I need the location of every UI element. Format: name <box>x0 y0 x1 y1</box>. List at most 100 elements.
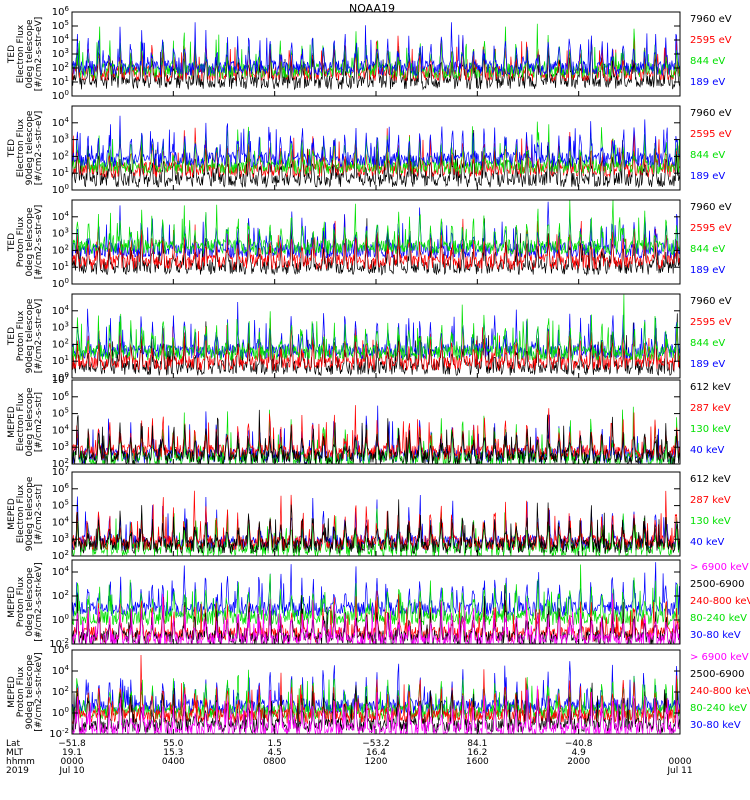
y-axis-label: [#/cm2-s-str-eV] <box>34 17 44 92</box>
y-tick-label: 107 <box>52 373 69 386</box>
y-tick-label: 105 <box>52 19 69 32</box>
legend-label-2595-ev: 2595 eV <box>690 317 732 328</box>
y-axis-label: Proton Flux <box>16 310 26 361</box>
panel-5: 102 103 104 105 106 107 MEPED Electron Flux 0deg… <box>7 373 731 470</box>
legend-label-287-kev: 287 keV <box>690 495 731 506</box>
legend-label-612-kev: 612 keV <box>690 382 731 393</box>
x-tick-label: 0000 <box>61 757 84 767</box>
y-axis-label: 0deg telescope <box>25 567 35 637</box>
x-tick-label: 0000 <box>669 757 692 767</box>
legend-label-287-kev: 287 keV <box>690 403 731 414</box>
y-tick-label: 100 <box>52 613 69 626</box>
y-tick-label: 103 <box>52 227 69 240</box>
x-tick-label: 1200 <box>365 757 388 767</box>
y-tick-label: 103 <box>52 440 69 453</box>
legend-label-40-kev: 40 keV <box>690 537 724 548</box>
y-tick-label: 102 <box>52 589 69 602</box>
y-tick-label: 102 <box>52 61 69 74</box>
legend-label-7960-ev: 7960 eV <box>690 202 732 213</box>
y-axis-label: 0deg telescope <box>25 207 35 277</box>
x-row-label: Lat <box>6 739 21 749</box>
y-tick-label: 106 <box>52 643 70 656</box>
y-tick-label: 105 <box>52 407 69 420</box>
x-tick-label: 19.1 <box>62 748 82 758</box>
y-axis-label: TED <box>7 327 17 346</box>
y-tick-label: 101 <box>52 75 69 88</box>
legend-label-40-kev: 40 keV <box>690 445 724 456</box>
y-tick-label: 104 <box>52 565 70 578</box>
series-line-30-80-kev <box>72 562 680 618</box>
y-tick-label: 100 <box>52 371 69 384</box>
y-axis-label: [#/cm2-s-str-keV] <box>34 652 44 731</box>
legend-label-6900-kev: > 6900 keV <box>690 562 749 573</box>
y-tick-label: 104 <box>52 304 70 317</box>
y-tick-label: 101 <box>52 166 69 179</box>
x-tick-label: 4.9 <box>572 748 587 758</box>
legend-label-7960-ev: 7960 eV <box>690 14 732 25</box>
y-axis-label: [#/cm2-s-str-eV] <box>34 299 44 374</box>
legend-label-7960-ev: 7960 eV <box>690 296 732 307</box>
y-tick-label: 106 <box>52 482 70 495</box>
y-tick-label: 102 <box>52 685 69 698</box>
y-axis-label: Proton Flux <box>16 216 26 267</box>
legend-label-844-ev: 844 eV <box>690 244 725 255</box>
y-tick-label: 103 <box>52 47 69 60</box>
legend-label-2595-ev: 2595 eV <box>690 129 732 140</box>
y-tick-label: 104 <box>52 423 70 436</box>
y-tick-label: 100 <box>52 183 69 196</box>
legend-label-6900-kev: > 6900 keV <box>690 652 749 663</box>
series-line-844-ev <box>72 294 680 362</box>
y-tick-label: 102 <box>52 549 69 562</box>
y-tick-label: 100 <box>52 89 69 102</box>
series-line-7960-ev <box>72 129 680 189</box>
y-tick-label: 102 <box>52 337 69 350</box>
legend-label-130-kev: 130 keV <box>690 516 731 527</box>
y-axis-label: 0deg telescope <box>25 19 35 89</box>
legend-label-189-ev: 189 eV <box>690 77 725 88</box>
legend-label-80-240-kev: 80-240 keV <box>690 613 747 624</box>
legend-label-2500-6900: 2500-6900 <box>690 669 745 680</box>
series-line-240-800-kev <box>72 654 680 725</box>
x-row-label: 2019 <box>6 766 29 776</box>
y-axis-label: [#/cm2-s-str] <box>34 392 44 452</box>
y-tick-label: 104 <box>52 116 70 129</box>
x-tick-label: 15.3 <box>163 748 183 758</box>
panel-6: 102 103 104 105 106 107 MEPED Electron Flux 90de… <box>7 465 731 562</box>
series-line-844-ev <box>72 23 680 80</box>
y-axis-label: 0deg telescope <box>25 387 35 457</box>
y-axis-label: Electron Flux <box>16 484 26 543</box>
y-axis-label: Electron Flux <box>16 392 26 451</box>
legend-label-844-ev: 844 eV <box>690 150 725 161</box>
y-axis-label: [#/cm2-s-str-eV] <box>34 205 44 280</box>
x-tick-label: 84.1 <box>467 739 487 749</box>
legend-label-2595-ev: 2595 eV <box>690 35 732 46</box>
y-tick-label: 104 <box>52 515 70 528</box>
chart-title: NOAA19 <box>349 2 395 15</box>
y-axis-label: TED <box>7 233 17 252</box>
y-axis-label: TED <box>7 139 17 158</box>
y-tick-label: 102 <box>52 149 69 162</box>
panel-2: 100 101 102 103 104 TED Electron Flux 90deg tel… <box>7 105 732 196</box>
legend-label-612-kev: 612 keV <box>690 474 731 485</box>
x-tick-label: −40.8 <box>565 739 593 749</box>
legend-label-30-80-kev: 30-80 keV <box>690 720 741 731</box>
y-tick-label: 100 <box>52 277 69 290</box>
y-axis-label: [#/cm2-s-str-eV] <box>34 111 44 186</box>
y-tick-label: 103 <box>52 532 69 545</box>
x-tick-label: −53.2 <box>362 739 390 749</box>
series-line-844-ev <box>72 200 680 256</box>
x-tick-label: 16.2 <box>467 748 487 758</box>
y-tick-label: 104 <box>52 664 70 677</box>
legend-label-189-ev: 189 eV <box>690 359 725 370</box>
y-axis-label: [#/cm2-s-str] <box>34 484 44 544</box>
y-tick-label: 105 <box>52 499 69 512</box>
x-tick-label: 55.0 <box>163 739 183 749</box>
x-tick-label: Jul 10 <box>58 766 84 776</box>
series-line-287-kev <box>72 490 680 552</box>
legend-label-189-ev: 189 eV <box>690 171 725 182</box>
y-tick-label: 10-2 <box>49 727 69 740</box>
y-tick-label: 106 <box>52 390 70 403</box>
